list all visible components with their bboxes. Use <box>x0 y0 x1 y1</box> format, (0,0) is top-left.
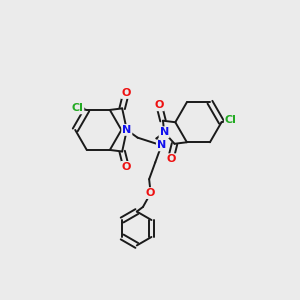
Text: O: O <box>166 154 175 164</box>
Text: Cl: Cl <box>225 115 237 125</box>
Text: N: N <box>122 125 131 135</box>
Text: Cl: Cl <box>72 103 83 113</box>
Text: O: O <box>146 188 155 198</box>
Text: N: N <box>160 127 169 137</box>
Text: O: O <box>121 162 131 172</box>
Text: O: O <box>154 100 164 110</box>
Text: N: N <box>157 140 166 150</box>
Text: O: O <box>121 88 131 98</box>
